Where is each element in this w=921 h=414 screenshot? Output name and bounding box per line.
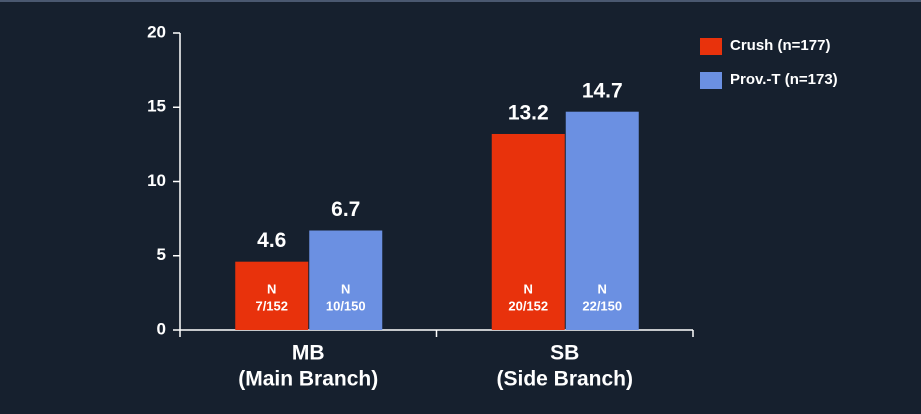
y-tick-label: 0	[157, 319, 166, 338]
bar-note: 7/152	[255, 298, 288, 313]
bar	[565, 111, 639, 330]
bar	[309, 230, 383, 330]
x-tick-label: SB	[550, 342, 579, 365]
x-tick-label: (Main Branch)	[238, 368, 378, 391]
bar-note: N	[341, 281, 350, 296]
bar-note: 20/152	[508, 298, 548, 313]
value-label: 14.7	[582, 79, 623, 102]
legend-label: Prov.-T (n=173)	[730, 71, 838, 88]
value-label: 13.2	[508, 102, 549, 125]
legend-label: Crush (n=177)	[730, 37, 830, 54]
bar	[491, 133, 565, 330]
y-tick-label: 10	[147, 171, 166, 190]
y-tick-label: 15	[147, 97, 166, 116]
y-tick-label: 20	[147, 22, 166, 41]
bar-note: N	[524, 281, 533, 296]
value-label: 4.6	[257, 229, 286, 252]
x-tick-label: (Side Branch)	[496, 368, 633, 391]
bar-note: 22/150	[582, 298, 622, 313]
bar	[235, 261, 309, 330]
x-tick-label: MB	[292, 342, 325, 365]
y-tick-label: 5	[157, 245, 166, 264]
bar-note: 10/150	[326, 298, 366, 313]
value-label: 6.7	[331, 198, 360, 221]
bar-note: N	[598, 281, 607, 296]
bar-note: N	[267, 281, 276, 296]
legend-swatch	[700, 38, 722, 55]
legend-swatch	[700, 72, 722, 89]
